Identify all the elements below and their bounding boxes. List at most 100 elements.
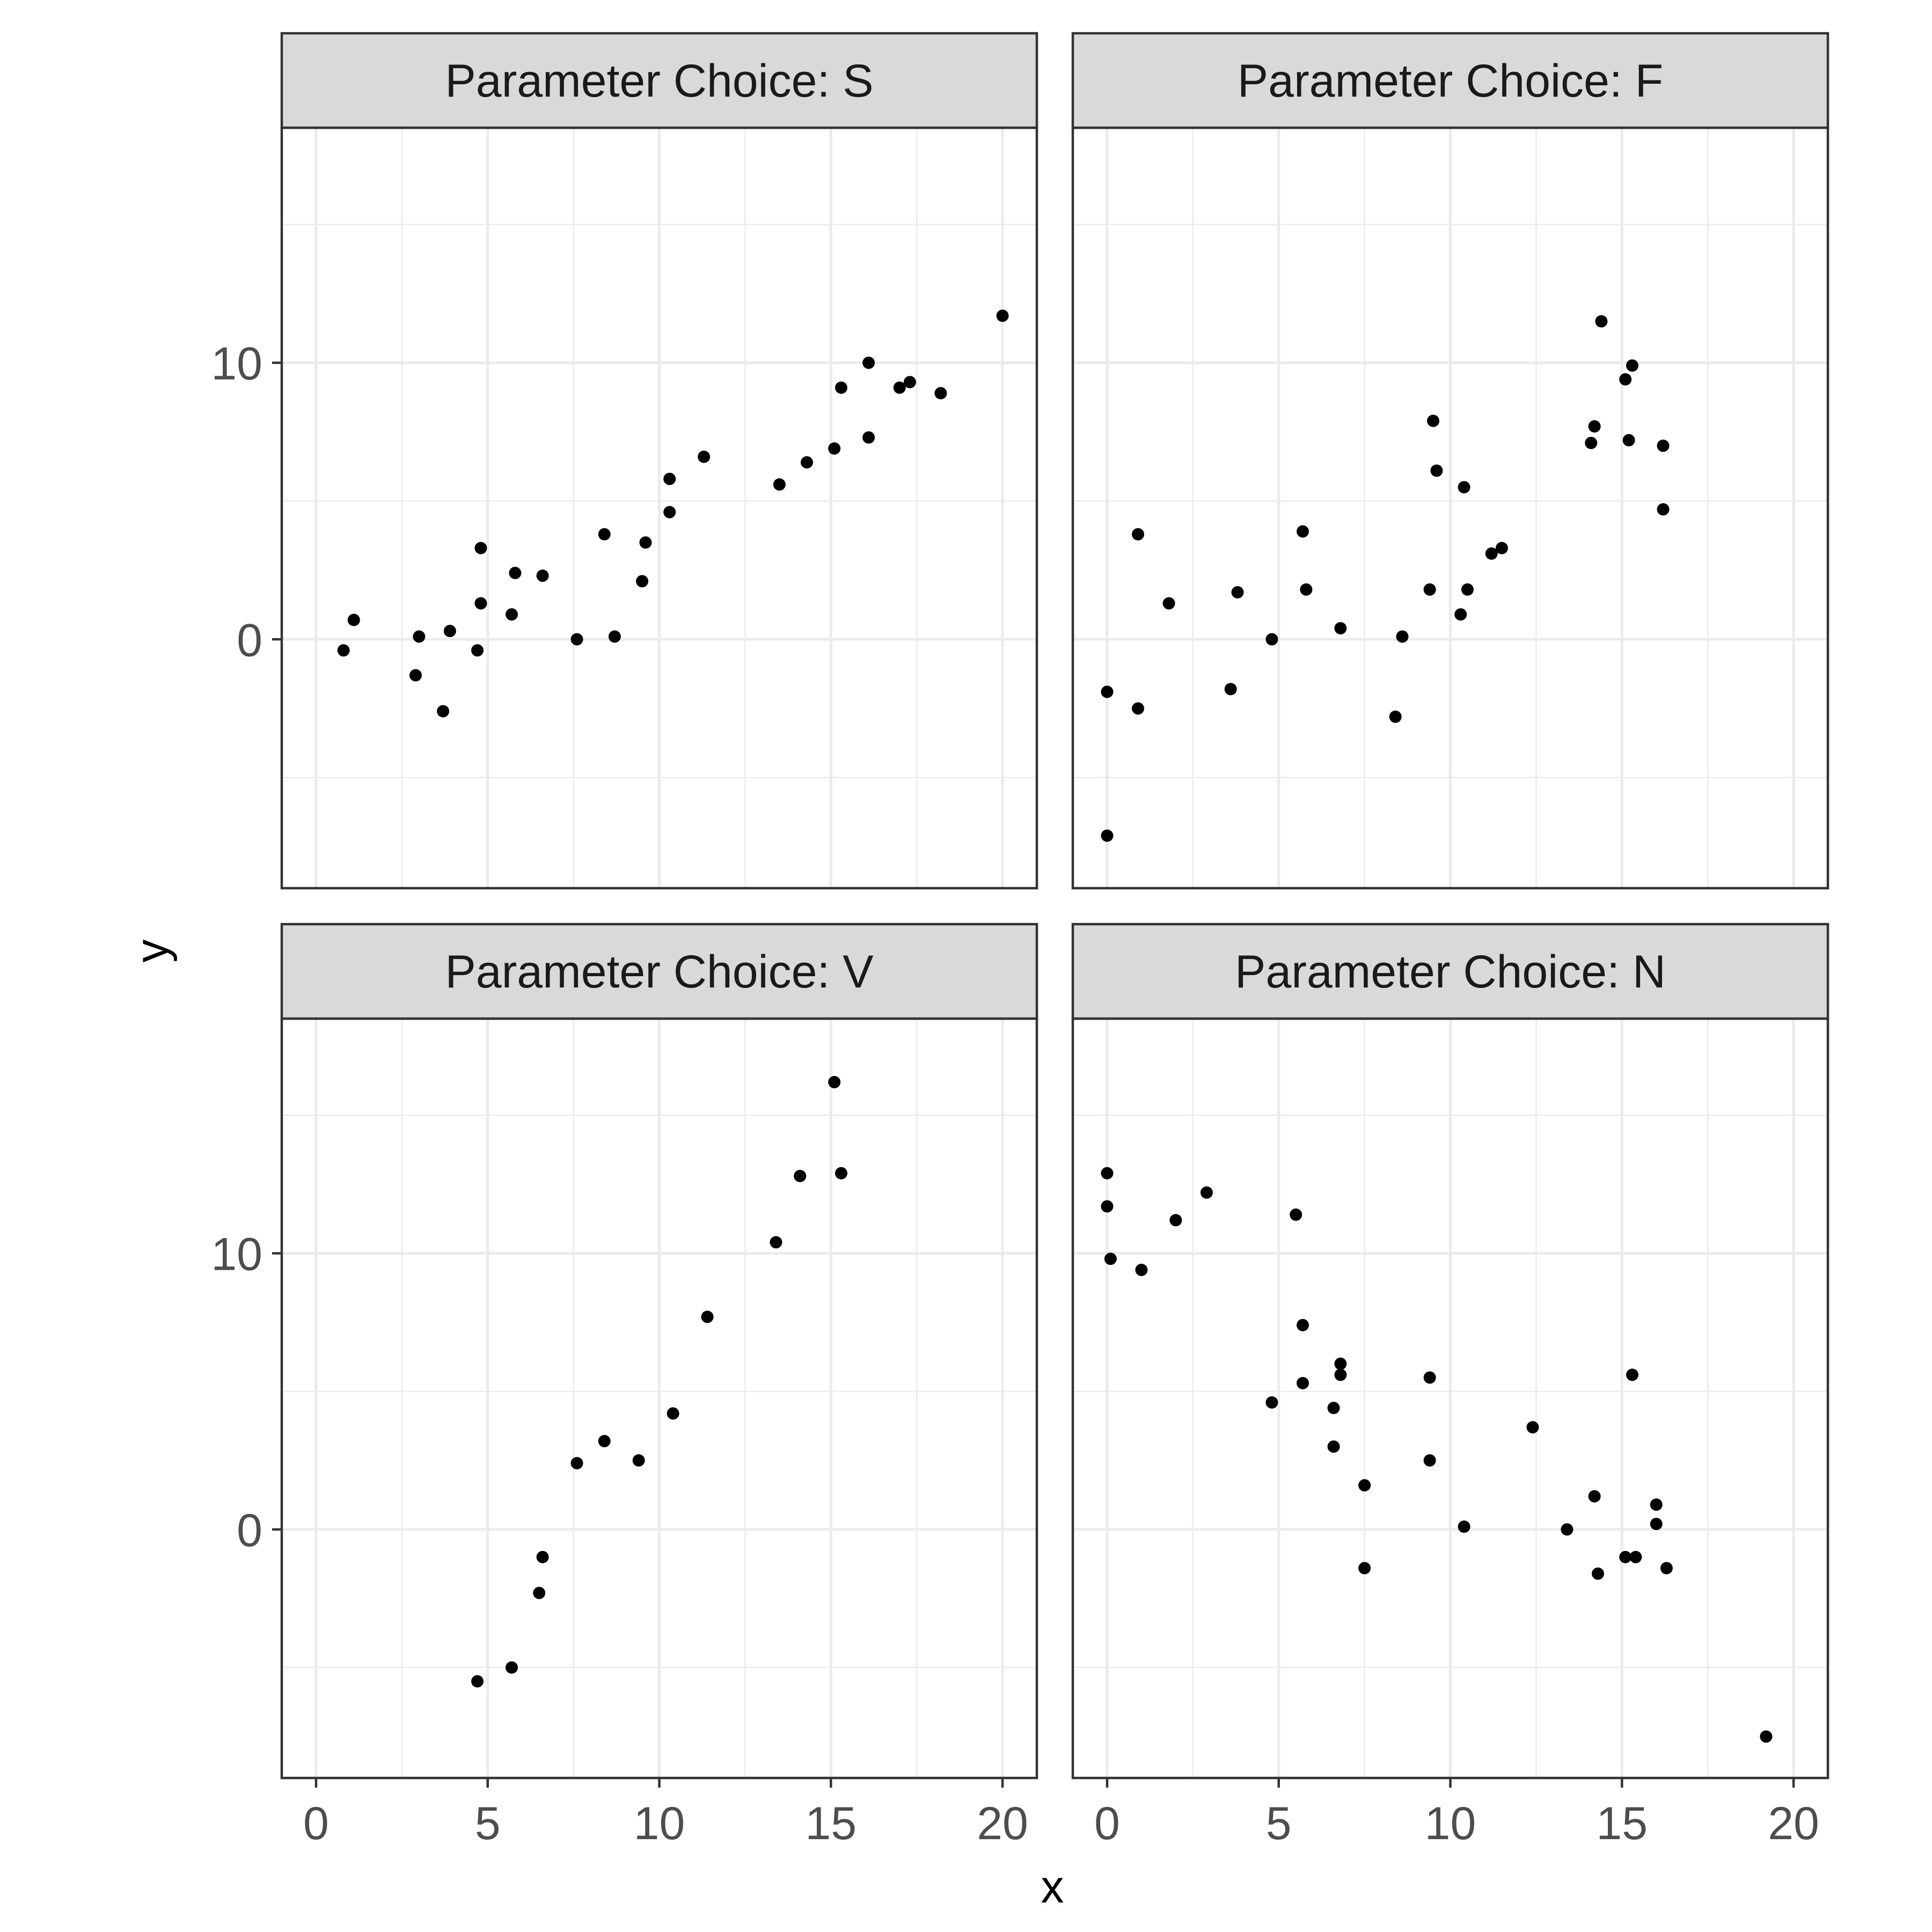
- data-point: [1169, 1214, 1182, 1227]
- data-point: [1200, 1186, 1213, 1199]
- data-point: [443, 625, 456, 638]
- data-point: [1595, 315, 1608, 328]
- data-point: [505, 608, 518, 621]
- data-point: [1585, 436, 1598, 449]
- data-point: [1290, 1208, 1302, 1221]
- data-point: [934, 387, 947, 400]
- x-tick-label: 15: [805, 1798, 857, 1849]
- data-point: [639, 536, 652, 549]
- data-point: [1358, 1562, 1371, 1575]
- data-point: [1454, 608, 1467, 621]
- data-point: [903, 376, 916, 389]
- data-point: [1296, 1377, 1309, 1389]
- facet-strip: [280, 32, 1038, 129]
- data-point: [701, 1311, 714, 1323]
- data-point: [1458, 481, 1470, 494]
- data-point: [474, 541, 487, 554]
- data-point: [1334, 622, 1347, 635]
- x-axis-title: x: [1041, 1861, 1064, 1913]
- data-point: [337, 644, 350, 657]
- data-point: [1162, 597, 1175, 610]
- data-point: [409, 669, 422, 682]
- facet-strip: [280, 923, 1038, 1020]
- data-point: [1657, 503, 1670, 516]
- data-point: [1629, 1550, 1642, 1563]
- data-point: [347, 613, 360, 626]
- data-point: [1265, 633, 1278, 646]
- x-tick-label: 20: [1768, 1798, 1819, 1849]
- data-point: [1300, 583, 1313, 596]
- data-point: [1101, 1167, 1114, 1180]
- facet-title: Parameter Choice: N: [1235, 946, 1666, 998]
- data-point: [1423, 1454, 1436, 1467]
- data-point: [1265, 1396, 1278, 1409]
- data-point: [471, 1675, 484, 1688]
- y-tick-label: 10: [211, 338, 262, 390]
- data-point: [1104, 1253, 1117, 1265]
- data-point: [636, 575, 649, 588]
- data-point: [663, 506, 676, 518]
- data-point: [794, 1169, 807, 1182]
- data-point: [1296, 1319, 1309, 1331]
- data-point: [1423, 583, 1436, 596]
- data-point: [1592, 1567, 1605, 1580]
- data-point: [632, 1454, 645, 1467]
- data-point: [1423, 1371, 1436, 1384]
- data-point: [828, 1075, 841, 1088]
- y-tick-label: 0: [237, 614, 262, 666]
- x-tick-label: 10: [1425, 1798, 1476, 1849]
- data-point: [1461, 583, 1474, 596]
- data-point: [663, 472, 676, 485]
- data-point: [862, 356, 875, 369]
- data-point: [698, 450, 711, 463]
- data-point: [1485, 547, 1498, 560]
- data-point: [1458, 1520, 1470, 1533]
- data-point: [1389, 711, 1402, 723]
- data-point: [1619, 1550, 1632, 1563]
- data-point: [608, 630, 621, 643]
- data-point: [1334, 1368, 1347, 1381]
- x-tick-label: 5: [1266, 1798, 1292, 1849]
- data-point: [996, 309, 1009, 322]
- data-point: [413, 630, 426, 643]
- x-tick-label: 0: [1094, 1798, 1120, 1849]
- facet-strip: [1071, 32, 1829, 129]
- data-point: [1588, 420, 1601, 433]
- data-point: [1135, 1263, 1148, 1276]
- data-point: [1526, 1421, 1539, 1434]
- data-point: [1427, 414, 1440, 427]
- facet-panel: Parameter Choice: N 0 5 10 15 20: [1071, 923, 1829, 1849]
- data-point: [598, 1435, 611, 1447]
- facet-title: Parameter Choice: V: [445, 946, 873, 998]
- x-tick-label: 0: [303, 1798, 329, 1849]
- data-point: [835, 381, 847, 394]
- facet-panel: Parameter Choice: S 0 10: [211, 32, 1038, 890]
- data-point: [1561, 1523, 1574, 1536]
- x-tick-label: 20: [977, 1798, 1028, 1849]
- data-point: [1132, 702, 1145, 715]
- data-point: [570, 1457, 583, 1469]
- y-tick-label: 10: [211, 1228, 262, 1280]
- data-point: [1660, 1562, 1673, 1575]
- data-point: [1396, 630, 1409, 643]
- data-point: [835, 1167, 847, 1180]
- data-point: [1224, 683, 1237, 696]
- facet-panel: Parameter Choice: F: [1071, 32, 1829, 890]
- data-point: [773, 478, 786, 491]
- data-point: [1101, 685, 1114, 698]
- data-point: [1101, 829, 1114, 842]
- data-point: [598, 528, 611, 540]
- data-point: [437, 705, 450, 718]
- data-point: [1619, 373, 1632, 386]
- data-point: [1657, 440, 1670, 452]
- data-point: [1101, 1200, 1114, 1213]
- data-point: [509, 567, 522, 580]
- data-point: [770, 1236, 782, 1249]
- data-point: [1231, 586, 1244, 599]
- y-tick-label: 0: [237, 1505, 262, 1556]
- facet-title: Parameter Choice: S: [445, 55, 873, 107]
- data-point: [1327, 1440, 1340, 1453]
- data-point: [1626, 359, 1638, 372]
